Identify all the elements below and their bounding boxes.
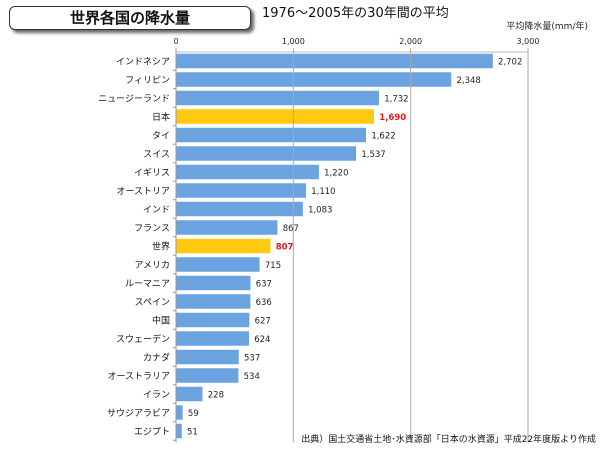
value-label: 2,348 xyxy=(456,76,480,86)
category-label: サウジアラビア xyxy=(107,408,170,419)
value-label: 228 xyxy=(208,391,224,401)
category-label: アメリカ xyxy=(134,260,170,271)
category-label: スペイン xyxy=(135,298,170,308)
bar-5 xyxy=(175,145,357,162)
value-label: 637 xyxy=(256,280,272,290)
category-label: フランス xyxy=(134,223,170,234)
category-label: スイス xyxy=(143,150,170,160)
bar-13 xyxy=(175,293,251,310)
bar-3 xyxy=(175,108,375,125)
value-label: 59 xyxy=(188,409,199,419)
bar-9 xyxy=(175,219,278,236)
category-label: エジプト xyxy=(134,427,170,438)
bar-4 xyxy=(175,127,367,143)
bar-17 xyxy=(175,367,239,384)
source-note: 出典）国土交通省土地･水資源部「日本の水資源」平成22年度版より作成 xyxy=(301,435,596,445)
bar-0 xyxy=(175,53,494,69)
value-label: 636 xyxy=(256,298,272,308)
value-label: 1,690 xyxy=(379,113,406,123)
bar-2 xyxy=(175,90,380,106)
x-tick-label: 0 xyxy=(173,37,178,46)
category-label: イラン xyxy=(143,390,170,401)
category-label: 日本 xyxy=(152,111,170,123)
value-label: 1,732 xyxy=(384,95,408,105)
axis-unit-label: 平均降水量(mm/年) xyxy=(506,22,588,32)
value-label: 534 xyxy=(244,372,260,382)
value-label: 1,220 xyxy=(324,169,348,179)
value-label: 1,110 xyxy=(311,187,335,197)
bar-10 xyxy=(175,238,271,254)
bar-6 xyxy=(175,164,320,180)
value-label: 715 xyxy=(265,261,281,271)
value-label: 1,537 xyxy=(361,150,385,160)
category-label: カナダ xyxy=(143,352,170,364)
x-tick-label: 1,000 xyxy=(282,37,305,46)
bar-7 xyxy=(175,182,307,199)
value-label: 807 xyxy=(276,243,294,253)
category-label: イギリス xyxy=(134,168,170,179)
bar-11 xyxy=(175,256,261,273)
value-label: 1,083 xyxy=(308,206,332,216)
x-tick-label: 2,000 xyxy=(399,37,422,46)
value-label: 2,702 xyxy=(498,58,522,68)
value-label: 1,622 xyxy=(371,132,395,142)
chart-title: 世界各国の降水量 xyxy=(9,6,251,30)
bar-8 xyxy=(175,201,304,217)
category-label: フィリピン xyxy=(125,75,170,86)
bar-12 xyxy=(175,275,251,291)
category-label: 世界 xyxy=(152,241,170,253)
category-label: タイ xyxy=(152,131,170,142)
category-label: インド xyxy=(143,206,170,216)
value-label: 624 xyxy=(254,335,270,345)
chart-subtitle: 1976～2005年の30年間の平均 xyxy=(262,6,449,21)
bar-18 xyxy=(175,386,204,402)
bar-20 xyxy=(175,423,183,439)
value-label: 627 xyxy=(255,317,271,327)
category-label: オーストリア xyxy=(116,186,170,197)
category-label: スウェーデン xyxy=(116,333,170,345)
bar-15 xyxy=(175,330,250,347)
bar-19 xyxy=(175,404,184,421)
bar-14 xyxy=(175,312,250,328)
value-label: 51 xyxy=(187,428,198,438)
value-label: 537 xyxy=(244,354,260,364)
category-label: ルーマニア xyxy=(125,280,170,290)
category-label: オーストラリア xyxy=(107,371,170,382)
category-label: ニュージーランド xyxy=(98,94,170,105)
category-label: 中国 xyxy=(152,315,170,327)
value-label: 867 xyxy=(283,224,299,234)
category-label: インドネシア xyxy=(116,57,170,68)
bar-16 xyxy=(175,349,240,365)
x-tick-label: 3,000 xyxy=(517,37,540,46)
